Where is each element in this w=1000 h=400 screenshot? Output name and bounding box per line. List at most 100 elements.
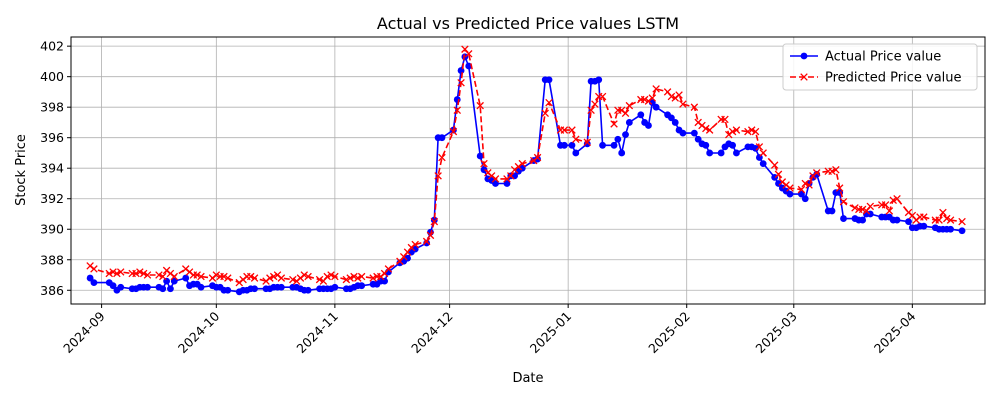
data-point: [430, 216, 438, 224]
data-point: [304, 272, 312, 281]
data-point: [625, 119, 633, 126]
data-point: [430, 217, 439, 226]
data-point: [801, 195, 809, 203]
data-point: [786, 190, 794, 198]
data-point: [224, 286, 232, 294]
data-point: [315, 275, 324, 284]
data-point: [610, 141, 618, 149]
data-point: [640, 95, 649, 104]
data-point: [167, 285, 174, 293]
data-point: [729, 141, 736, 149]
data-point: [728, 127, 737, 136]
y-axis-title: Stock Price: [14, 134, 29, 206]
data-point: [476, 152, 484, 160]
data-point: [755, 143, 764, 151]
y-tick-label: 402: [40, 39, 64, 54]
data-point: [751, 127, 760, 136]
data-point: [464, 50, 473, 58]
data-point: [90, 279, 98, 287]
data-point: [797, 185, 806, 194]
data-point: [885, 207, 894, 215]
data-point: [832, 165, 840, 174]
data-point: [840, 215, 847, 222]
data-point: [759, 149, 767, 157]
data-point: [786, 184, 794, 192]
data-point: [583, 138, 592, 147]
data-point: [801, 179, 810, 188]
data-point: [212, 271, 221, 279]
data-point: [621, 109, 630, 118]
data-point: [905, 218, 912, 226]
data-point: [369, 274, 377, 282]
data-point: [679, 129, 687, 137]
data-point: [269, 272, 278, 281]
legend-box: [782, 43, 978, 91]
data-point: [534, 155, 541, 163]
data-point: [652, 103, 660, 111]
data-point: [117, 283, 125, 291]
data-point: [224, 274, 232, 282]
grid-lines: [71, 37, 985, 304]
data-point: [384, 265, 393, 273]
data-point: [920, 213, 928, 221]
legend-label: Actual Price value: [825, 50, 941, 65]
data-point: [457, 79, 465, 87]
data-point: [86, 274, 94, 282]
data-point: [935, 216, 943, 224]
data-point: [568, 141, 576, 149]
data-point: [744, 127, 752, 136]
data-point: [732, 126, 741, 134]
chart-title: Actual vs Predicted Price values LSTM: [377, 14, 679, 33]
data-point: [599, 141, 606, 149]
y-tick-label: 388: [40, 252, 64, 267]
data-point: [331, 272, 339, 281]
data-point: [323, 272, 331, 281]
data-point: [331, 283, 339, 291]
data-point: [733, 149, 740, 157]
data-point: [648, 99, 656, 107]
data-point: [277, 274, 286, 282]
data-point: [492, 180, 499, 187]
data-point: [560, 126, 569, 134]
data-point: [518, 159, 527, 168]
data-point: [193, 271, 201, 279]
y-tick-label: 386: [40, 283, 64, 298]
data-point: [775, 180, 782, 187]
data-point: [476, 101, 484, 110]
data-point: [159, 285, 167, 293]
data-point: [90, 265, 98, 273]
data-point: [839, 198, 848, 206]
data-point: [702, 124, 710, 133]
data-point: [132, 269, 140, 278]
data-point: [105, 269, 114, 278]
data-point: [705, 126, 714, 134]
data-point: [702, 141, 710, 149]
data-point: [545, 76, 553, 84]
data-point: [618, 149, 626, 157]
data-point: [503, 180, 511, 187]
data-point: [404, 254, 411, 262]
data-point: [798, 190, 805, 198]
data-point: [858, 205, 867, 214]
series-predicted: [86, 45, 966, 287]
data-point: [946, 216, 955, 224]
data-point: [139, 269, 148, 278]
data-point: [170, 277, 178, 285]
legend-marker: [800, 52, 808, 60]
y-tick-label: 396: [40, 130, 64, 145]
data-point: [920, 222, 928, 230]
data-point: [116, 268, 125, 276]
data-point: [182, 274, 190, 282]
data-point: [109, 282, 117, 290]
data-point: [327, 271, 335, 279]
data-point: [859, 216, 867, 224]
data-point: [893, 194, 901, 203]
data-point: [541, 109, 549, 118]
legend-marker: [800, 73, 808, 81]
data-point: [197, 272, 205, 281]
data-point: [675, 91, 683, 99]
y-tick-label: 400: [40, 69, 64, 84]
data-point: [774, 170, 783, 179]
data-point: [851, 204, 859, 212]
data-point: [197, 283, 205, 291]
